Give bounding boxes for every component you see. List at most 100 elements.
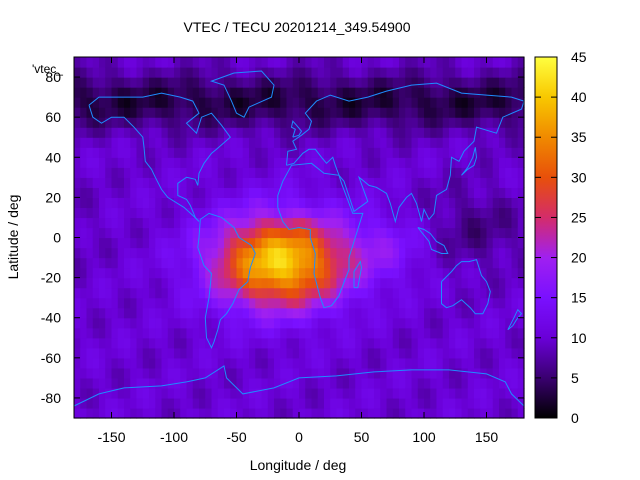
heat-cell xyxy=(436,147,444,158)
heat-cell xyxy=(511,367,519,379)
heat-cell xyxy=(517,297,525,309)
heat-cell xyxy=(124,247,131,259)
heat-cell xyxy=(449,137,456,148)
heat-cell xyxy=(274,107,281,118)
heat-cell xyxy=(99,337,106,349)
heat-cell xyxy=(161,407,169,419)
heat-cell xyxy=(449,297,456,309)
heat-cell xyxy=(467,387,475,399)
heat-cell xyxy=(261,107,269,118)
heat-cell xyxy=(130,337,138,349)
heat-cell xyxy=(386,317,394,329)
heat-cell xyxy=(436,87,444,98)
heat-cell xyxy=(180,237,188,249)
coast-madagascar xyxy=(353,260,363,289)
heat-cell xyxy=(230,217,238,229)
heat-cell xyxy=(417,287,425,299)
heat-cell xyxy=(86,307,94,319)
heat-cell xyxy=(255,287,263,299)
heat-cell xyxy=(192,277,200,289)
heat-cell xyxy=(436,297,444,309)
heat-cell xyxy=(205,277,213,289)
heat-cell xyxy=(305,57,313,68)
heat-cell xyxy=(424,97,431,108)
heat-cell xyxy=(299,327,306,339)
heat-cell xyxy=(517,277,525,289)
heat-cell xyxy=(105,307,113,319)
heat-cell xyxy=(80,257,88,269)
heat-cell xyxy=(174,107,181,118)
heat-cell xyxy=(249,307,256,319)
heat-cell xyxy=(136,217,144,229)
heat-cell xyxy=(167,357,175,369)
heat-cell xyxy=(467,57,475,68)
heat-cell xyxy=(392,107,400,118)
heat-cell xyxy=(299,317,306,329)
heat-cell xyxy=(349,247,356,259)
heat-cell xyxy=(217,337,225,349)
heat-cell xyxy=(311,197,319,209)
heat-cell xyxy=(274,227,281,239)
heat-cell xyxy=(455,267,463,279)
heat-cell xyxy=(167,117,175,128)
heat-cell xyxy=(355,87,363,98)
heat-cell xyxy=(261,67,269,78)
heat-cell xyxy=(236,207,244,219)
heat-cell xyxy=(186,107,194,118)
heat-cell xyxy=(186,117,194,128)
heat-cell xyxy=(405,247,413,259)
heat-cell xyxy=(355,97,363,108)
heat-cell xyxy=(130,177,138,188)
heat-cell xyxy=(505,67,513,78)
heat-cell xyxy=(224,237,231,249)
heat-cell xyxy=(380,187,388,198)
heat-cell xyxy=(267,387,275,399)
heat-cell xyxy=(155,317,163,329)
heat-cell xyxy=(399,247,406,259)
heat-cell xyxy=(461,147,469,158)
heat-cell xyxy=(449,307,456,319)
heat-cell xyxy=(399,397,406,409)
heat-cell xyxy=(142,347,150,359)
heat-cell xyxy=(142,397,150,409)
heat-cell xyxy=(517,317,525,329)
heat-cell xyxy=(442,147,450,158)
heat-cell xyxy=(455,307,463,319)
heat-cell xyxy=(186,247,194,259)
heat-cell xyxy=(274,347,281,359)
heat-cell xyxy=(92,387,100,399)
heat-cell xyxy=(192,407,200,419)
heat-cell xyxy=(111,127,119,138)
heat-cell xyxy=(80,127,88,138)
heat-cell xyxy=(124,97,131,108)
heat-cell xyxy=(330,157,338,168)
heat-cell xyxy=(155,357,163,369)
heat-cell xyxy=(217,257,225,269)
heat-cell xyxy=(167,227,175,239)
heat-cell xyxy=(330,377,338,389)
heat-cell xyxy=(155,97,163,108)
heat-cell xyxy=(136,267,144,279)
heat-cell xyxy=(405,77,413,88)
heat-cell xyxy=(261,177,269,188)
heat-cell xyxy=(480,317,488,329)
heat-cell xyxy=(124,207,131,219)
heat-cell xyxy=(230,97,238,108)
heat-cell xyxy=(424,317,431,329)
heat-cell xyxy=(405,237,413,249)
heat-cell xyxy=(305,227,313,239)
heat-cell xyxy=(374,167,381,178)
heat-cell xyxy=(324,217,331,229)
heat-cell xyxy=(336,407,344,419)
heat-cell xyxy=(111,207,119,219)
heat-cell xyxy=(405,217,413,229)
heat-cell xyxy=(80,397,88,409)
heat-cell xyxy=(399,227,406,239)
heat-cell xyxy=(92,237,100,249)
heat-cell xyxy=(374,57,381,68)
heat-cell xyxy=(130,147,138,158)
heat-cell xyxy=(86,237,94,249)
heat-cell xyxy=(117,97,125,108)
heat-cell xyxy=(461,57,469,68)
heat-cell xyxy=(399,327,406,339)
